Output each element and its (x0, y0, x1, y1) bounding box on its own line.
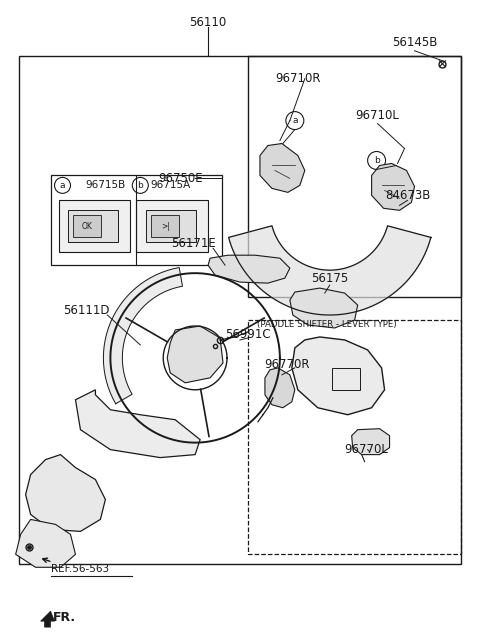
Bar (50, 176, 222, 265)
Polygon shape (16, 520, 75, 567)
Text: >|: >| (161, 222, 169, 231)
Text: 56175: 56175 (311, 271, 348, 285)
Text: b: b (374, 156, 380, 165)
Text: a: a (292, 116, 298, 125)
Text: b: b (137, 181, 143, 190)
Text: 96715A: 96715A (150, 181, 191, 190)
Text: 56145B: 56145B (392, 36, 437, 50)
Bar (69, 210, 119, 242)
Polygon shape (167, 326, 223, 383)
Text: 56110: 56110 (190, 16, 227, 30)
Text: 56111D: 56111D (63, 303, 110, 316)
Bar (73, 215, 101, 237)
Polygon shape (290, 288, 358, 328)
Polygon shape (228, 226, 431, 315)
Text: 84673B: 84673B (385, 189, 430, 202)
Bar (151, 215, 179, 237)
Text: 96715B: 96715B (85, 181, 125, 190)
Text: REF.56-563: REF.56-563 (50, 565, 108, 574)
Text: 96710R: 96710R (275, 72, 321, 86)
Bar (248, 56, 461, 297)
Bar (59, 201, 130, 252)
Bar (19, 56, 461, 565)
Polygon shape (103, 267, 182, 404)
Text: 56991C: 56991C (225, 329, 271, 341)
Bar (146, 210, 196, 242)
Text: 56171E: 56171E (171, 237, 216, 249)
Text: (PADDLE SHIFTER - LEVER TYPE): (PADDLE SHIFTER - LEVER TYPE) (257, 320, 396, 329)
Text: 96770R: 96770R (264, 358, 310, 372)
Text: OK: OK (82, 222, 93, 231)
Polygon shape (292, 337, 384, 415)
Text: 96710L: 96710L (356, 109, 399, 122)
Polygon shape (372, 163, 415, 210)
Polygon shape (265, 368, 295, 408)
Polygon shape (41, 611, 55, 627)
Bar (248, 320, 461, 554)
Polygon shape (352, 429, 390, 455)
Polygon shape (260, 143, 305, 192)
Polygon shape (208, 255, 290, 283)
Polygon shape (25, 455, 106, 531)
Text: a: a (60, 181, 65, 190)
Text: 96750E: 96750E (158, 172, 203, 185)
Polygon shape (75, 390, 200, 458)
Bar (136, 201, 208, 252)
Bar (332, 368, 360, 390)
Text: 96770L: 96770L (345, 443, 389, 456)
Text: FR.: FR. (52, 611, 76, 624)
